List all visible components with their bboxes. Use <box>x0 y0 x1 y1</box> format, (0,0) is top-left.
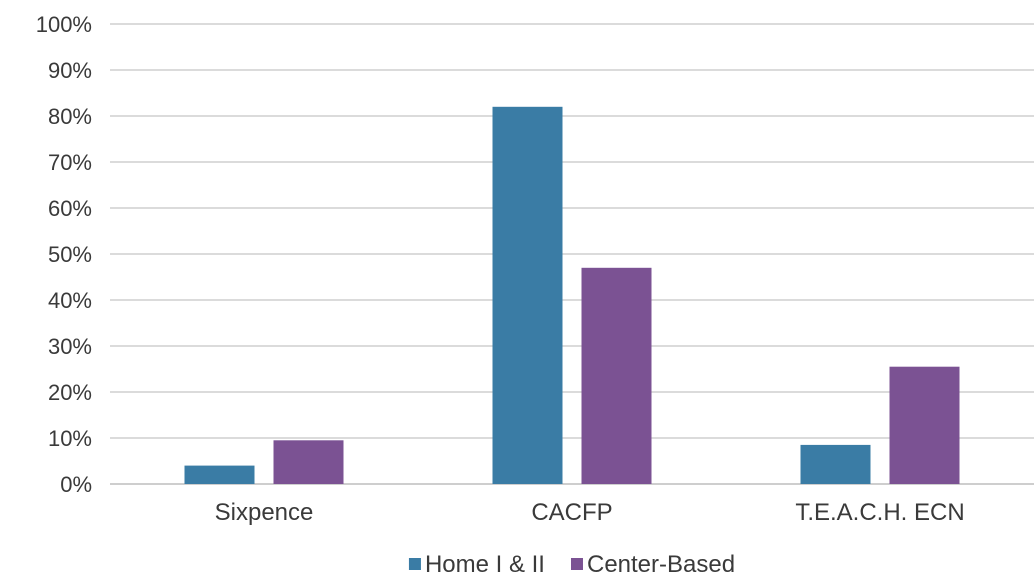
legend-swatch <box>570 558 583 570</box>
x-category-label: T.E.A.C.H. ECN <box>795 499 964 526</box>
y-axis-tick-labels: 0% 10% 20% 30% 40% 50% 60% 70% 80% 90% 100% <box>36 12 92 497</box>
y-tick-label: 0% <box>60 472 92 497</box>
gridlines <box>110 23 1034 485</box>
bar-center-based-t-e-a-c-h-ecn <box>889 366 960 484</box>
x-category-label: CACFP <box>531 499 612 526</box>
legend-label: Home I & II <box>425 551 545 578</box>
bar-home-i-ii-cacfp <box>492 106 563 485</box>
y-tick-label: 30% <box>48 334 92 359</box>
y-tick-label: 20% <box>48 380 92 405</box>
y-tick-label: 40% <box>48 288 92 313</box>
legend-label: Center-Based <box>587 551 735 578</box>
y-tick-label: 60% <box>48 196 92 221</box>
y-tick-label: 50% <box>48 242 92 267</box>
bar-home-i-ii-sixpence <box>184 465 255 484</box>
y-tick-label: 10% <box>48 426 92 451</box>
bars <box>184 106 960 485</box>
legend-item-center-based: Center-Based <box>570 551 735 578</box>
y-tick-label: 100% <box>36 12 92 37</box>
legend: Home I & II Center-Based <box>408 551 735 578</box>
bar-center-based-cacfp <box>581 267 652 484</box>
y-tick-label: 90% <box>48 58 92 83</box>
x-category-label: Sixpence <box>215 499 314 526</box>
x-axis-category-labels: Sixpence CACFP T.E.A.C.H. ECN <box>215 499 965 526</box>
bar-center-based-sixpence <box>273 440 344 484</box>
legend-swatch <box>408 558 421 570</box>
y-tick-label: 80% <box>48 104 92 129</box>
legend-item-home-i-ii: Home I & II <box>408 551 545 578</box>
bar-home-i-ii-t-e-a-c-h-ecn <box>800 444 871 484</box>
y-tick-label: 70% <box>48 150 92 175</box>
